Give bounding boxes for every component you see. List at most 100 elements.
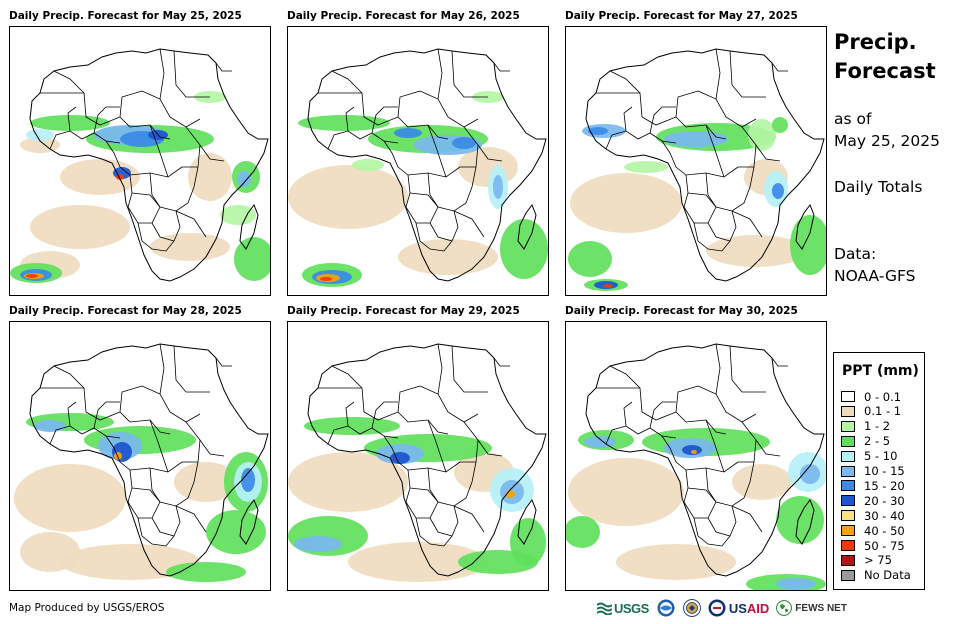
country-border — [741, 421, 781, 457]
precip-blob — [772, 117, 788, 133]
country-border — [731, 210, 763, 238]
forecast-map[interactable] — [287, 26, 549, 296]
precip-blob — [34, 420, 66, 432]
precip-blob — [398, 239, 498, 275]
legend-label: 15 - 20 — [864, 478, 905, 493]
country-border — [149, 124, 169, 178]
precip-blob — [510, 518, 546, 566]
map-credit: Map Produced by USGS/EROS — [9, 602, 165, 614]
precip-blob — [772, 183, 784, 199]
precip-blob — [570, 173, 682, 233]
country-border — [731, 505, 763, 533]
country-border — [331, 365, 363, 389]
legend-item: 20 - 30 — [841, 493, 905, 508]
country-border — [683, 206, 717, 224]
country-border — [173, 50, 210, 98]
precip-blob — [112, 442, 132, 462]
precip-field — [568, 117, 826, 291]
country-border — [453, 210, 485, 238]
madagascar-outline — [795, 498, 815, 545]
forecast-map[interactable] — [287, 321, 549, 591]
precip-map-svg — [288, 322, 548, 590]
forecast-panel-3: Daily Precip. Forecast for May 27, 2025 — [565, 9, 827, 296]
country-border — [127, 206, 161, 224]
precip-blob — [493, 175, 503, 199]
state-dept-seal-icon[interactable] — [682, 599, 701, 617]
usaid-text: USAID — [729, 601, 769, 616]
forecast-map[interactable] — [9, 26, 271, 296]
legend-swatch — [841, 391, 855, 402]
forecast-map[interactable] — [565, 26, 827, 296]
legend-swatch — [841, 554, 855, 566]
legend-item: 30 - 40 — [841, 508, 905, 523]
country-border — [437, 343, 443, 395]
country-border — [215, 62, 232, 72]
country-border — [175, 210, 207, 238]
precip-blob — [691, 450, 697, 454]
forecast-map[interactable] — [9, 321, 271, 591]
precip-blob — [616, 544, 736, 580]
fews-net-logo[interactable]: FEWS NET — [776, 600, 847, 616]
country-border — [159, 343, 165, 395]
africa-outline — [585, 48, 825, 282]
usgs-wave-icon — [597, 602, 612, 615]
precip-blob — [294, 536, 342, 552]
precip-blob — [288, 165, 408, 229]
country-border — [705, 124, 725, 178]
fews-text: FEWS NET — [795, 602, 847, 614]
precip-blob — [188, 153, 232, 201]
precip-blob — [26, 129, 54, 141]
country-border — [715, 48, 721, 100]
country-border — [463, 126, 503, 162]
data-source-block: Data: NOAA-GFS — [834, 243, 964, 287]
country-border — [771, 357, 788, 367]
precip-blob — [568, 458, 684, 526]
legend-label: 30 - 40 — [864, 508, 905, 523]
country-border — [405, 206, 439, 224]
country-border — [693, 222, 731, 252]
country-border — [67, 401, 77, 427]
country-border — [419, 90, 479, 128]
legend-item: 1 - 2 — [841, 419, 890, 434]
legend-swatch — [841, 405, 855, 417]
precip-blob — [568, 241, 612, 277]
as-of-label: as of — [834, 110, 872, 128]
legend-label: 0.1 - 1 — [864, 404, 902, 419]
usaid-logo[interactable]: USAID — [708, 599, 769, 617]
legend-swatch — [841, 525, 855, 537]
noaa-seal-icon[interactable] — [657, 599, 675, 617]
country-border — [131, 487, 161, 503]
precip-blob — [624, 161, 668, 173]
precip-blob — [584, 436, 616, 448]
as-of-date: May 25, 2025 — [834, 132, 940, 150]
legend-item: 5 - 10 — [841, 449, 897, 464]
country-border — [371, 401, 398, 429]
precip-blob — [237, 171, 251, 187]
usaid-prefix: US — [728, 600, 747, 616]
usaid-suffix: AID — [746, 600, 770, 616]
country-border — [371, 106, 398, 134]
africa-outline — [307, 48, 547, 282]
country-border — [67, 106, 77, 132]
precip-blob — [20, 532, 80, 572]
country-border — [649, 401, 676, 429]
precip-blob — [390, 452, 410, 464]
usgs-logo[interactable]: USGS — [597, 601, 649, 616]
country-border — [93, 106, 120, 134]
precip-map-svg — [288, 27, 548, 295]
precip-blob — [603, 284, 613, 288]
precip-field — [566, 428, 826, 590]
side-title: Precip. Forecast — [834, 28, 954, 86]
precip-blob — [30, 205, 130, 249]
country-border — [715, 343, 721, 395]
country-border — [141, 385, 201, 423]
forecast-map[interactable] — [565, 321, 827, 591]
precip-blob — [14, 464, 126, 532]
precip-blob — [452, 137, 476, 149]
country-border — [215, 357, 232, 367]
legend-label: 1 - 2 — [864, 419, 891, 434]
country-border — [427, 419, 447, 473]
legend-label: > 75 — [864, 553, 892, 568]
legend-item: > 75 — [841, 553, 892, 568]
legend-swatch — [841, 435, 855, 447]
